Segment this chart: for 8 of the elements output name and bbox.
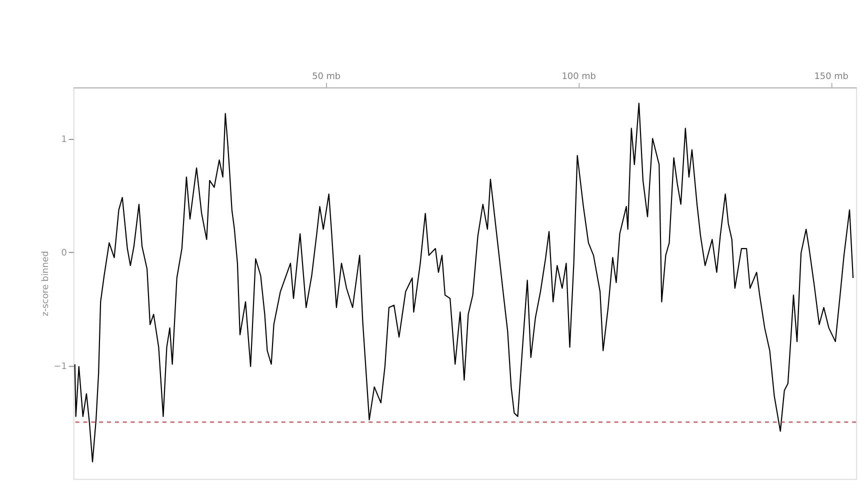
line-series [74,102,854,462]
y-tick-label: 1 [61,134,67,145]
y-tick-label: 0 [61,248,68,258]
y-tick-label: −1 [54,362,67,372]
y-axis-title: z-score binned [40,251,51,316]
x-tick-label: 100 mb [562,72,596,82]
x-tick-label: 50 mb [312,72,341,82]
x-tick-label: 150 mb [814,72,849,82]
